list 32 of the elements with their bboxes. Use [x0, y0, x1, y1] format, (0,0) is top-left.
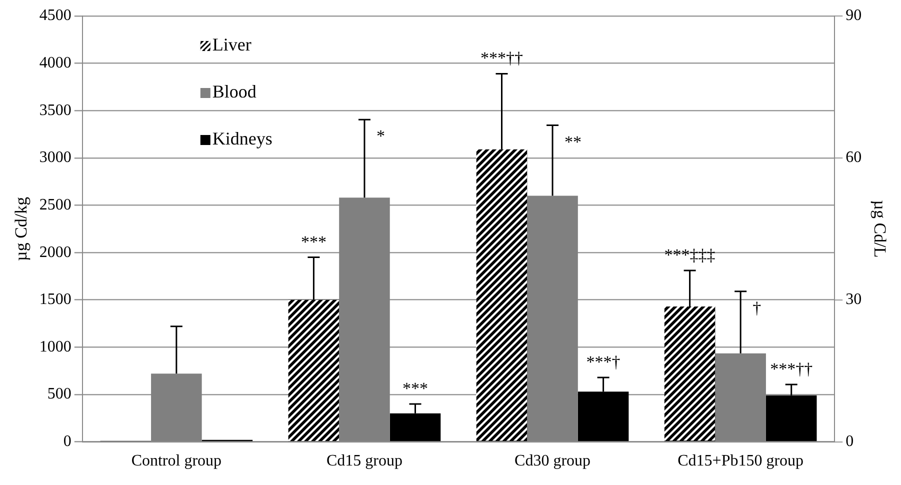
x-tick-label: Cd15+Pb150 group	[678, 452, 804, 470]
annotation: ***††	[480, 48, 523, 68]
y2-tick-label: 60	[846, 149, 862, 166]
annotation: ***	[402, 378, 428, 398]
y2-axis-title: µg Cd/L	[870, 200, 890, 258]
annotation: ***†	[586, 352, 620, 372]
annotation: †	[752, 298, 762, 318]
x-tick-label: Control group	[131, 452, 222, 470]
y-tick-label: 2500	[39, 196, 72, 214]
annotation: **	[564, 132, 582, 152]
y-axis-title: µg Cd/kg	[12, 196, 31, 261]
y-tick-label: 1500	[39, 291, 72, 308]
y-tick-label: 500	[47, 386, 72, 403]
y2-tick-label: 30	[846, 291, 862, 308]
annotation: *	[376, 126, 385, 146]
annotation: ***	[300, 232, 326, 252]
legend-label: Kidneys	[212, 128, 272, 149]
legend-label: Liver	[212, 34, 252, 55]
legend-label: Blood	[212, 82, 256, 102]
y-tick-label: 1000	[39, 338, 72, 356]
y-tick-label: 4000	[39, 54, 72, 72]
annotation: ***††	[770, 360, 813, 379]
annotation: ***‡‡‡	[664, 246, 716, 265]
y2-tick-label: 0	[846, 433, 854, 450]
y-tick-label: 3500	[39, 102, 72, 119]
y-tick-label: 3000	[39, 149, 72, 166]
x-tick-label: Cd15 group	[326, 452, 402, 470]
y-tick-label: 4500	[39, 7, 72, 24]
y2-tick-label: 90	[846, 7, 862, 24]
y-tick-label: 0	[63, 433, 72, 450]
y-tick-label: 2000	[39, 244, 72, 261]
x-tick-label: Cd30 group	[514, 452, 591, 470]
